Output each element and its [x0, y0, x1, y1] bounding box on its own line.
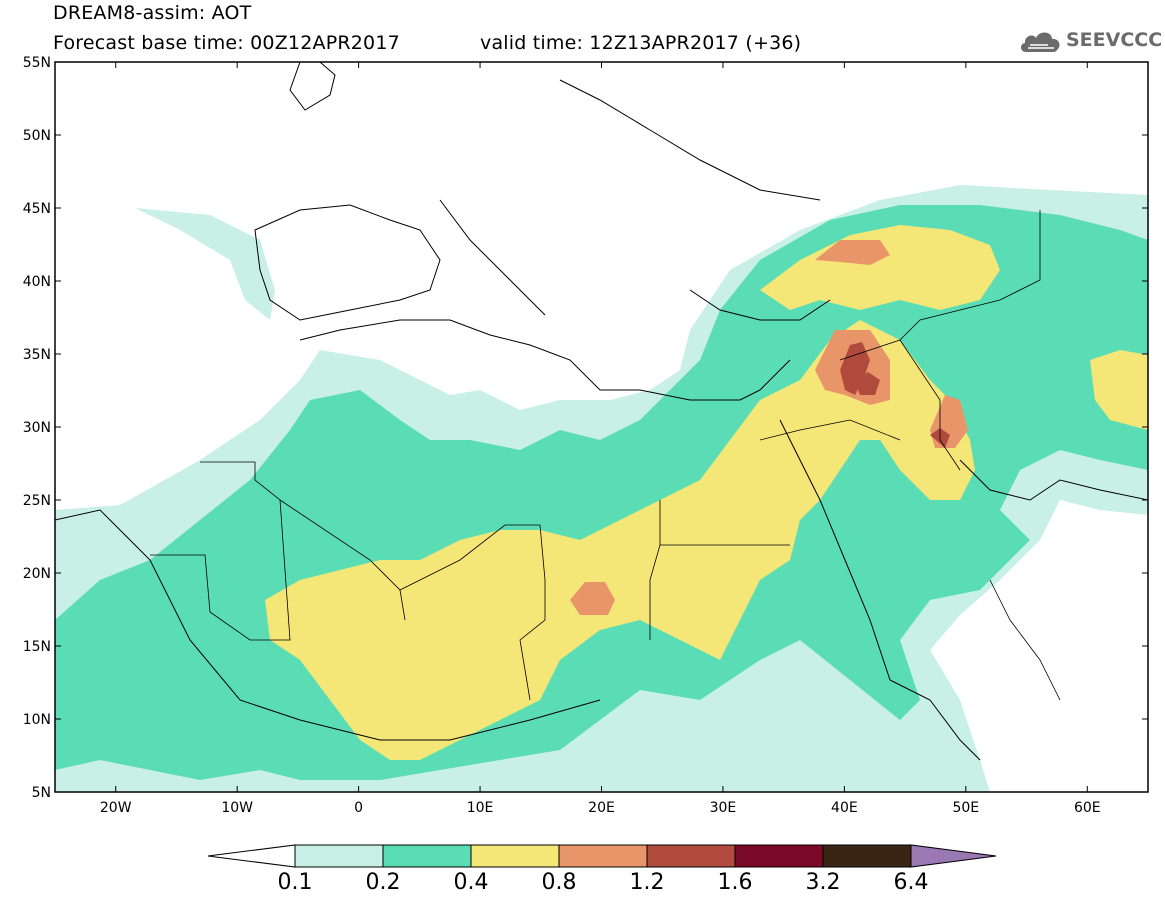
lat-label: 15N [23, 639, 51, 655]
aot-contour-1.2 [840, 342, 870, 395]
cloud-icon [1020, 32, 1060, 52]
lat-label: 40N [23, 274, 51, 290]
lon-label: 40E [831, 800, 858, 816]
colorbar-label: 1.6 [717, 870, 753, 895]
colorbar-swatch [470, 844, 560, 868]
colorbar-label: 0.8 [541, 870, 577, 895]
colorbar-swatch [558, 844, 648, 868]
lon-label: 60E [1074, 800, 1101, 816]
map-title: DREAM8-assim: AOT [53, 2, 252, 24]
lon-label: 10W [221, 800, 253, 816]
colorbar-low-arrow [207, 844, 296, 868]
aot-contour-0.4-north [760, 225, 1000, 310]
lat-label: 45N [23, 201, 51, 217]
colorbar-swatch [822, 844, 912, 868]
colorbar-swatch [734, 844, 824, 868]
lat-label: 55N [23, 55, 51, 71]
colorbar-label: 6.4 [893, 870, 929, 895]
latitude-axis: 55N 50N 45N 40N 35N 30N 25N 20N 15N 10N 5N [23, 55, 1148, 801]
lon-label: 50E [952, 800, 979, 816]
lon-label: 20E [588, 800, 615, 816]
country-borders [150, 210, 1061, 701]
aot-field [55, 62, 1148, 792]
lat-label: 20N [23, 566, 51, 582]
aot-contour-0.8-sahara [570, 582, 615, 615]
lon-label: 30E [710, 800, 737, 816]
lon-label: 20W [100, 800, 132, 816]
seevccc-logo: SEEVCCC [1018, 26, 1162, 56]
aot-contour-1.2-b [855, 372, 880, 395]
aot-contour-0.8-turkey [815, 240, 890, 265]
colorbar-label: 0.2 [365, 870, 401, 895]
colorbar-label: 1.2 [629, 870, 665, 895]
lat-label: 10N [23, 712, 51, 728]
lon-label: 10E [467, 800, 494, 816]
lat-label: 30N [23, 420, 51, 436]
lat-label: 5N [32, 785, 51, 801]
colorbar-label: 0.4 [453, 870, 489, 895]
valid-time: valid time: 12Z13APR2017 (+36) [480, 32, 802, 54]
lat-label: 35N [23, 347, 51, 363]
logo-text: SEEVCCC [1066, 29, 1163, 51]
colorbar-swatch [294, 844, 384, 868]
colorbar-high-arrow [910, 844, 997, 868]
longitude-axis: 20W 10W 0 10E 20E 30E 40E 50E 60E [100, 62, 1101, 816]
forecast-base-time: Forecast base time: 00Z12APR2017 [53, 32, 400, 54]
colorbar-swatch [382, 844, 472, 868]
colorbar [207, 844, 997, 868]
colorbar-label: 3.2 [805, 870, 841, 895]
aot-contour-0.1-plume [135, 208, 275, 320]
aot-contour-0.4 [265, 320, 975, 760]
colorbar-swatch [646, 844, 736, 868]
colorbar-label: 0.1 [277, 870, 313, 895]
coastlines [55, 62, 1148, 761]
lat-label: 25N [23, 493, 51, 509]
lon-label: 0 [354, 800, 363, 816]
lat-label: 50N [23, 128, 51, 144]
aot-contour-0.4-east [1090, 350, 1148, 430]
